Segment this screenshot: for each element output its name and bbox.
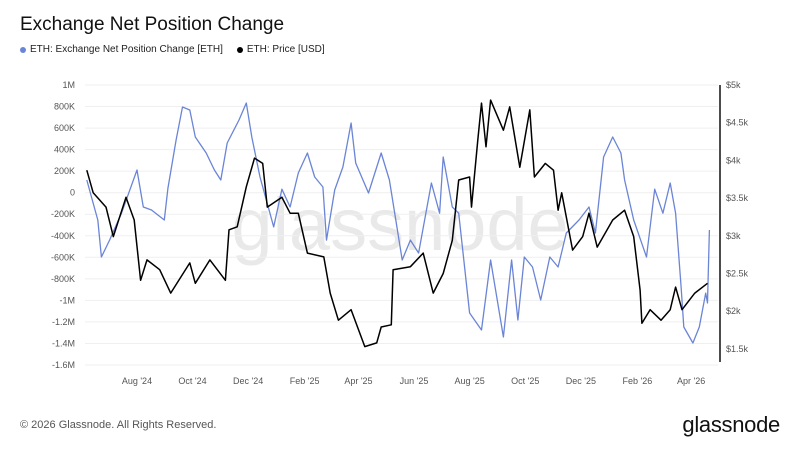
legend: ETH: Exchange Net Position Change [ETH] … [20, 44, 325, 55]
x-tick-label: Oct '25 [511, 376, 539, 386]
y-right-tick-label: $5k [726, 80, 741, 90]
y-left-tick-label: -1.2M [52, 317, 75, 327]
legend-dot-icon [236, 46, 243, 53]
legend-label: ETH: Exchange Net Position Change [ETH] [30, 44, 223, 55]
x-tick-label: Feb '25 [290, 376, 320, 386]
y-left-tick-label: -600K [51, 252, 75, 262]
y-left-tick-label: -400K [51, 231, 75, 241]
y-left-tick-label: 600K [54, 123, 75, 133]
watermark: glassnode [231, 183, 568, 266]
y-right-tick-label: $3k [726, 231, 741, 241]
chart-title: Exchange Net Position Change [20, 14, 285, 35]
y-right-tick-label: $4.5k [726, 118, 749, 128]
x-tick-label: Feb '26 [622, 376, 652, 386]
x-tick-label: Aug '25 [455, 376, 485, 386]
y-left-tick-label: 200K [54, 166, 75, 176]
series-line-net-position-change [86, 102, 711, 344]
y-left-tick-label: 400K [54, 145, 75, 155]
legend-item-net-position[interactable]: ETH: Exchange Net Position Change [ETH] [20, 44, 223, 55]
y-left-tick-label: 0 [70, 188, 75, 198]
legend-label: ETH: Price [USD] [246, 44, 325, 55]
y-right-tick-label: $1.5k [726, 344, 749, 354]
copyright: © 2026 Glassnode. All Rights Reserved. [20, 419, 217, 431]
x-tick-label: Dec '24 [233, 376, 263, 386]
y-left-tick-label: -1M [60, 295, 76, 305]
x-tick-label: Apr '25 [344, 376, 372, 386]
y-right-tick-label: $4k [726, 155, 741, 165]
legend-dot-icon [20, 46, 26, 53]
x-tick-label: Dec '25 [566, 376, 596, 386]
x-tick-label: Aug '24 [122, 376, 152, 386]
x-tick-label: Jun '25 [400, 376, 429, 386]
y-left-tick-label: -800K [51, 274, 75, 284]
y-left-tick-label: -1.6M [52, 360, 75, 370]
glassnode-logo: glassnode [682, 412, 780, 437]
y-left-tick-label: -1.4M [52, 338, 75, 348]
legend-item-price[interactable]: ETH: Price [USD] [236, 44, 325, 55]
series-line-price [86, 99, 708, 348]
y-left-tick-label: 800K [54, 102, 75, 112]
y-right-tick-label: $2.5k [726, 269, 749, 279]
y-right-tick-label: $2k [726, 306, 741, 316]
y-left-tick-label: 1M [62, 80, 75, 90]
x-tick-label: Apr '26 [677, 376, 705, 386]
x-tick-label: Oct '24 [178, 376, 206, 386]
y-left-tick-label: -200K [51, 209, 75, 219]
y-right-tick-label: $3.5k [726, 193, 749, 203]
